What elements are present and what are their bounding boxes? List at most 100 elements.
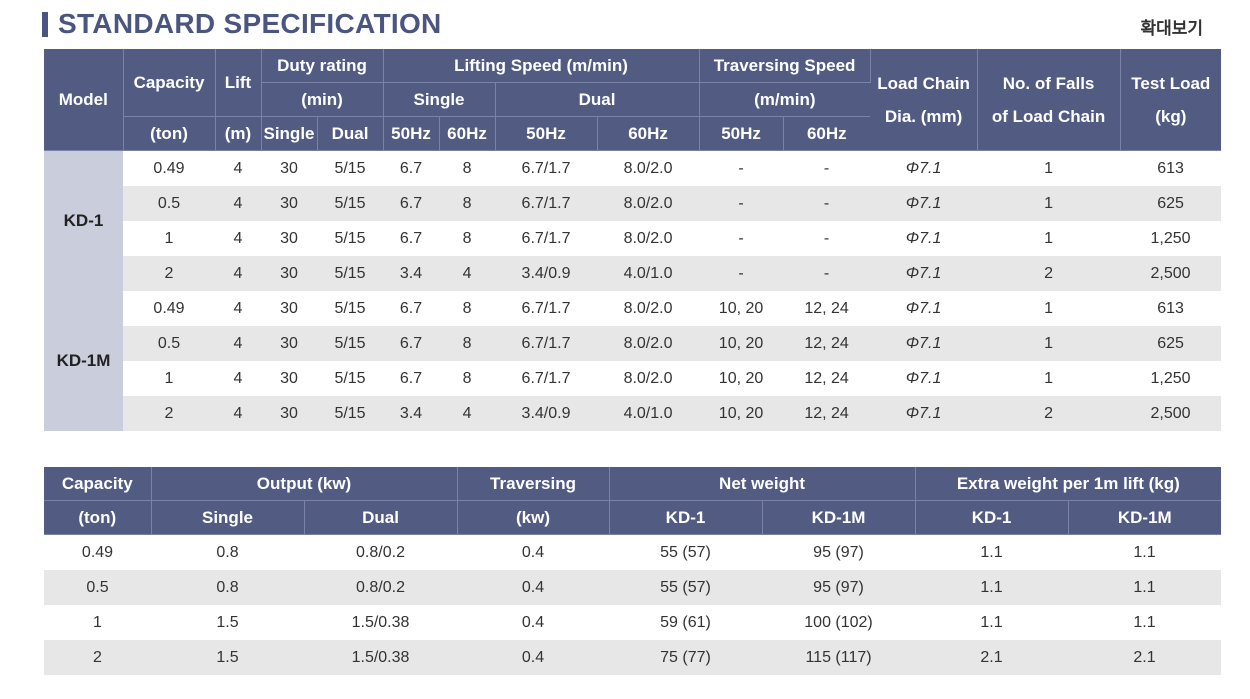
table-row: 0.5 4 30 5/15 6.7 8 6.7/1.7 8.0/2.0 10, 20 12, 24… — [44, 326, 1222, 361]
traverse-50hz-cell: 10, 20 — [699, 326, 784, 361]
lift-single-60hz-cell: 8 — [439, 150, 496, 186]
lift-single-50hz-cell: 6.7 — [383, 326, 440, 361]
header-test-load-label: Test Load — [1131, 73, 1211, 93]
spec-table-body: KD-1 0.49 4 30 5/15 6.7 8 6.7/1.7 8.0/2.0- - Φ7.1 1… — [44, 150, 1222, 431]
lift-dual-60hz-cell: 8.0/2.0 — [597, 291, 700, 326]
traverse-60hz-cell: - — [783, 221, 871, 256]
test-load-cell: 613 — [1120, 150, 1222, 186]
falls-cell: 1 — [977, 221, 1121, 256]
w-capacity-cell: 1 — [44, 605, 151, 640]
w-traversing-cell: 0.4 — [457, 605, 610, 640]
duty-single-cell: 30 — [261, 256, 317, 291]
w-net-kd1m-cell: 115 (117) — [762, 640, 916, 675]
falls-cell: 2 — [977, 396, 1121, 431]
w-header-output-single: Single — [151, 500, 305, 535]
duty-single-cell: 30 — [261, 326, 317, 361]
header-capacity-unit: (ton) — [123, 116, 216, 151]
header-lift: Lift — [215, 49, 262, 117]
lift-cell: 4 — [215, 291, 261, 326]
traverse-60hz-cell: 12, 24 — [783, 396, 871, 431]
lift-dual-60hz-cell: 4.0/1.0 — [597, 256, 700, 291]
test-load-cell: 1,250 — [1120, 221, 1222, 256]
lift-single-50hz-cell: 6.7 — [383, 291, 440, 326]
lift-dual-50hz-cell: 6.7/1.7 — [495, 186, 598, 221]
lift-dual-60hz-cell: 8.0/2.0 — [597, 150, 700, 186]
load-chain-cell: Φ7.1 — [870, 256, 978, 291]
lift-single-50hz-cell: 6.7 — [383, 186, 440, 221]
load-chain-cell: Φ7.1 — [870, 221, 978, 256]
w-header-traversing: Traversing — [457, 467, 610, 501]
capacity-cell: 2 — [123, 396, 215, 431]
capacity-cell: 1 — [123, 221, 215, 256]
header-capacity: Capacity — [123, 49, 216, 117]
traverse-50hz-cell: - — [699, 186, 784, 221]
w-output-dual-cell: 0.8/0.2 — [304, 534, 458, 570]
lift-dual-50hz-cell: 6.7/1.7 — [495, 291, 598, 326]
header-traversing-speed: Traversing Speed — [699, 49, 871, 83]
w-header-net-weight: Net weight — [609, 467, 916, 501]
load-chain-cell: Φ7.1 — [870, 150, 978, 186]
traverse-50hz-cell: 10, 20 — [699, 396, 784, 431]
w-net-kd1-cell: 55 (57) — [609, 534, 763, 570]
w-extra-kd1m-cell: 1.1 — [1068, 570, 1222, 605]
falls-cell: 2 — [977, 256, 1121, 291]
duty-dual-cell: 5/15 — [317, 396, 384, 431]
header-model: Model — [44, 49, 124, 151]
duty-dual-cell: 5/15 — [317, 291, 384, 326]
w-capacity-cell: 0.49 — [44, 534, 151, 570]
w-output-dual-cell: 0.8/0.2 — [304, 570, 458, 605]
duty-single-cell: 30 — [261, 361, 317, 396]
header-duty-unit: (min) — [261, 82, 384, 117]
zoom-button[interactable]: 확대보기 — [1140, 19, 1203, 38]
header-load-chain: Load Chain Dia. (mm) — [870, 49, 978, 151]
duty-single-cell: 30 — [261, 291, 317, 326]
load-chain-cell: Φ7.1 — [870, 361, 978, 396]
header-lifting-single: Single — [383, 82, 496, 117]
lift-cell: 4 — [215, 186, 261, 221]
table-row: 2 4 30 5/15 3.4 4 3.4/0.9 4.0/1.0 10, 20 12, 24 Φ7… — [44, 396, 1222, 431]
lift-single-50hz-cell: 6.7 — [383, 221, 440, 256]
model-cell: KD-1M — [44, 291, 123, 431]
test-load-cell: 2,500 — [1120, 396, 1222, 431]
w-extra-kd1m-cell: 2.1 — [1068, 640, 1222, 675]
header-falls-sub: of Load Chain — [991, 106, 1106, 126]
duty-dual-cell: 5/15 — [317, 256, 384, 291]
lift-dual-50hz-cell: 6.7/1.7 — [495, 361, 598, 396]
duty-single-cell: 30 — [261, 186, 317, 221]
header-duty-single: Single — [261, 116, 318, 151]
w-output-dual-cell: 1.5/0.38 — [304, 605, 458, 640]
load-chain-cell: Φ7.1 — [870, 291, 978, 326]
test-load-cell: 625 — [1120, 186, 1222, 221]
lift-dual-50hz-cell: 6.7/1.7 — [495, 326, 598, 361]
traverse-50hz-cell: - — [699, 256, 784, 291]
w-net-kd1m-cell: 100 (102) — [762, 605, 916, 640]
header-lifting-dual-50hz: 50Hz — [495, 116, 598, 151]
header-traversing-unit: (m/min) — [699, 82, 871, 117]
lift-cell: 4 — [215, 256, 261, 291]
lift-dual-60hz-cell: 8.0/2.0 — [597, 326, 700, 361]
w-traversing-cell: 0.4 — [457, 534, 610, 570]
capacity-cell: 0.5 — [123, 326, 215, 361]
w-output-single-cell: 1.5 — [151, 640, 304, 675]
w-net-kd1-cell: 75 (77) — [609, 640, 763, 675]
w-header-capacity-unit: (ton) — [44, 500, 152, 535]
table-row: 1 4 30 5/15 6.7 8 6.7/1.7 8.0/2.0- - Φ7.1 1 1,250 — [44, 221, 1222, 256]
table-row: 0.5 4 30 5/15 6.7 8 6.7/1.7 8.0/2.0- - Φ7.1 1 625 — [44, 186, 1222, 221]
w-header-extra-weight: Extra weight per 1m lift (kg) — [915, 467, 1222, 501]
table-row: 0.49 0.8 0.8/0.2 0.4 55 (57) 95 (97) 1.1 1.1 — [44, 534, 1222, 570]
capacity-cell: 0.5 — [123, 186, 215, 221]
test-load-cell: 625 — [1120, 326, 1222, 361]
traverse-50hz-cell: - — [699, 221, 784, 256]
capacity-cell: 2 — [123, 256, 215, 291]
title-accent-bar — [42, 11, 48, 37]
test-load-cell: 2,500 — [1120, 256, 1222, 291]
traverse-50hz-cell: 10, 20 — [699, 291, 784, 326]
w-header-extra-kd1: KD-1 — [915, 500, 1069, 535]
traverse-50hz-cell: - — [699, 150, 784, 186]
lift-dual-50hz-cell: 6.7/1.7 — [495, 150, 598, 186]
traverse-60hz-cell: - — [783, 186, 871, 221]
header-falls: No. of Falls of Load Chain — [977, 49, 1121, 151]
lift-cell: 4 — [215, 361, 261, 396]
w-extra-kd1m-cell: 1.1 — [1068, 605, 1222, 640]
spec-table: Model Capacity Lift Duty rating Lifting … — [44, 49, 1222, 431]
